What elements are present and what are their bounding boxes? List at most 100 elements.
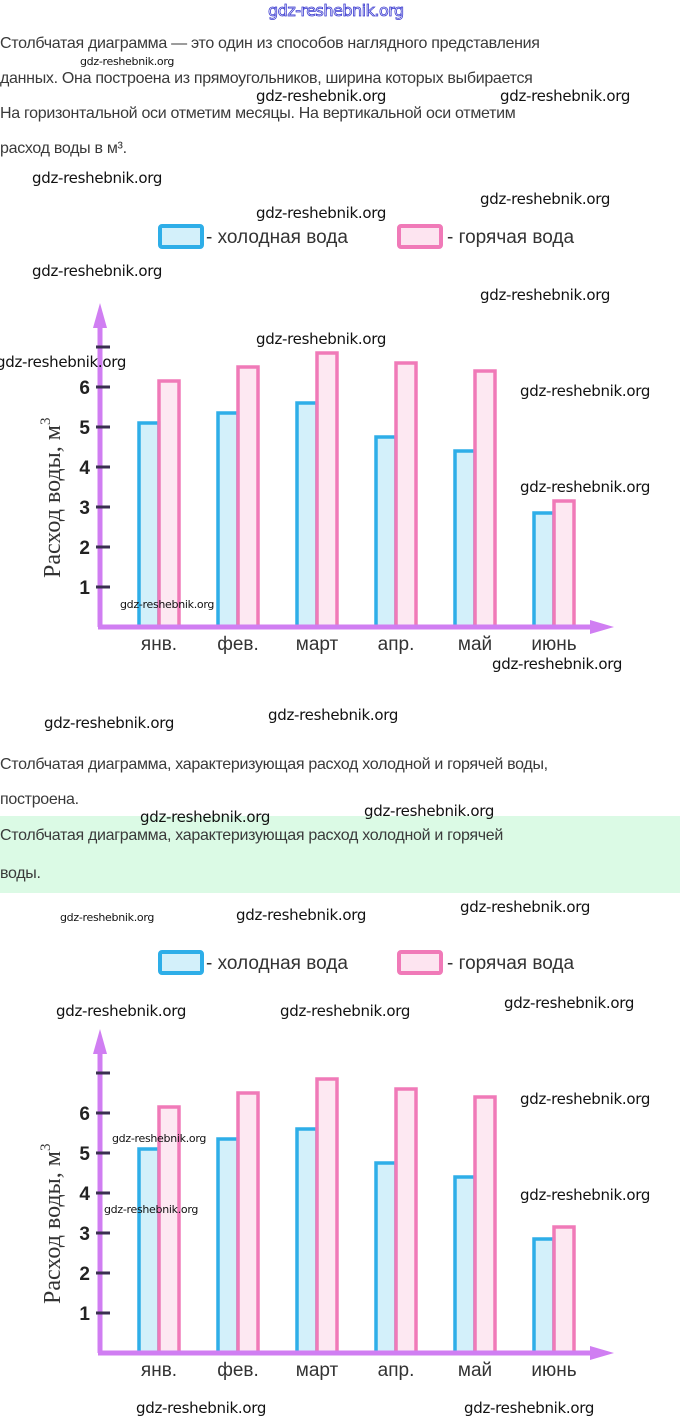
x-tick-label: янв. [141, 634, 177, 655]
conclusion-line-1: Столбчатая диаграмма, характеризующая ра… [0, 756, 548, 773]
bar-hot-2 [236, 365, 260, 629]
y-tick-label: 1 [79, 1304, 90, 1325]
watermark: gdz-reshebnik.org [236, 906, 367, 924]
y-axis-label-text: Расход воды, м [40, 425, 66, 578]
legend-label-cold: - холодная вода [206, 227, 348, 248]
watermark: gdz-reshebnik.org [504, 994, 635, 1012]
bar-hot-3 [315, 351, 339, 629]
y-tick-label: 1 [79, 578, 90, 599]
watermark: gdz-reshebnik.org [120, 598, 215, 611]
watermark: gdz-reshebnik.org [464, 1399, 595, 1417]
y-axis-label-superscript: 3 [38, 1144, 54, 1152]
bar-cold-2 [216, 1137, 240, 1355]
y-axis-arrow [93, 303, 107, 328]
x-tick-label: июнь [531, 1360, 576, 1381]
y-tick-label: 6 [79, 378, 90, 399]
legend-label-hot: - горячая вода [447, 953, 574, 974]
y-tick-label: 2 [79, 1264, 90, 1285]
watermark: gdz-reshebnik.org [520, 478, 651, 496]
y-tick-label: 3 [79, 498, 90, 519]
water-usage-chart-1: - холодная вода - горячая вода янв. фев. мар… [38, 224, 614, 655]
bar-hot-5 [473, 1095, 497, 1355]
bar-cold-3 [295, 1127, 319, 1355]
x-tick-label: март [296, 634, 339, 655]
x-tick-label: апр. [378, 1360, 415, 1381]
y-axis-label-text: Расход воды, м [40, 1151, 66, 1304]
y-tick-label: 4 [79, 458, 90, 479]
watermark: gdz-reshebnik.org [364, 802, 495, 820]
intro-line-3: На горизонтальной оси отметим месяцы. На… [0, 105, 516, 122]
y-tick-label: 3 [79, 1224, 90, 1245]
watermark: gdz-reshebnik.org [520, 1090, 651, 1108]
bar-cold-4 [374, 1161, 398, 1355]
watermark: gdz-reshebnik.org [520, 1186, 651, 1204]
bar-hot-4 [394, 1087, 418, 1355]
x-tick-label: фев. [217, 1360, 259, 1381]
bar-cold-1 [137, 1147, 161, 1355]
watermark: gdz-reshebnik.org [480, 190, 611, 208]
y-axis-label: Расход воды, м3 [38, 1144, 66, 1304]
x-tick-label: май [458, 634, 492, 655]
watermark: gdz-reshebnik.org [112, 1132, 207, 1145]
x-tick-label: май [458, 1360, 492, 1381]
chart-legend: - холодная вода - горячая вода [158, 950, 574, 975]
watermark: gdz-reshebnik.org [500, 87, 631, 105]
answer-line-2: воды. [0, 865, 41, 882]
watermark: gdz-reshebnik.org [280, 1002, 411, 1020]
intro-line-4: расход воды в м³. [0, 140, 127, 157]
answer-line-1: Столбчатая диаграмма, характеризующая ра… [0, 827, 504, 844]
legend-swatch-cold [158, 950, 204, 975]
conclusion-line-2: построена. [0, 791, 79, 808]
intro-line-1: Столбчатая диаграмма — это один из спосо… [0, 35, 540, 52]
watermark: gdz-reshebnik.org [104, 1203, 199, 1216]
legend-label-cold: - холодная вода [206, 953, 348, 974]
bar-cold-2 [216, 411, 240, 629]
bar-hot-6 [552, 1225, 576, 1355]
bar-hot-2 [236, 1091, 260, 1355]
watermark: gdz-reshebnik.org [80, 55, 175, 68]
y-tick-label: 2 [79, 538, 90, 559]
bar-hot-3 [315, 1077, 339, 1355]
watermark: gdz-reshebnik.org [136, 1399, 267, 1417]
x-axis-arrow [590, 1346, 614, 1360]
y-tick-label: 5 [79, 418, 90, 439]
bar-hot-6 [552, 499, 576, 629]
y-axis-label: Расход воды, м3 [38, 418, 66, 578]
x-axis-arrow [590, 620, 614, 634]
watermark: gdz-reshebnik.org [256, 87, 387, 105]
bar-cold-5 [453, 1175, 477, 1355]
watermark: gdz-reshebnik.org [520, 382, 651, 400]
y-axis-label-superscript: 3 [38, 418, 54, 426]
x-tick-label: март [296, 1360, 339, 1381]
bar-cold-1 [137, 421, 161, 629]
x-tick-label: янв. [141, 1360, 177, 1381]
legend-swatch-cold [158, 224, 204, 249]
watermark: gdz-reshebnik.org [0, 353, 127, 371]
bar-cold-5 [453, 449, 477, 629]
bar-cold-6 [532, 1237, 556, 1355]
answer-box [0, 816, 680, 893]
watermark: gdz-reshebnik.org [60, 911, 155, 924]
watermark: gdz-reshebnik.org [480, 286, 611, 304]
bar-hot-5 [473, 369, 497, 629]
y-axis-arrow [93, 1029, 107, 1054]
bar-cold-4 [374, 435, 398, 629]
watermark: gdz-reshebnik.org [56, 1002, 187, 1020]
watermark: gdz-reshebnik.org [256, 330, 387, 348]
intro-line-2: данных. Она построена из прямоугольников… [0, 70, 533, 87]
watermark: gdz-reshebnik.org [492, 655, 623, 673]
x-tick-label: фев. [217, 634, 259, 655]
watermark: gdz-reshebnik.org [140, 808, 271, 826]
watermark: gdz-reshebnik.org [460, 898, 591, 916]
legend-swatch-hot [397, 224, 443, 249]
bar-cold-3 [295, 401, 319, 629]
y-tick-label: 6 [79, 1104, 90, 1125]
watermark: gdz-reshebnik.org [268, 706, 399, 724]
site-watermark-top: gdz-reshebnik.org [268, 1, 405, 20]
watermark: gdz-reshebnik.org [32, 169, 163, 187]
water-usage-chart-2: - холодная вода - горячая вода янв. фев. мар… [38, 950, 614, 1381]
x-tick-label: апр. [378, 634, 415, 655]
watermark: gdz-reshebnik.org [256, 204, 387, 222]
bar-hot-4 [394, 361, 418, 629]
chart-legend: - холодная вода - горячая вода [158, 224, 574, 249]
